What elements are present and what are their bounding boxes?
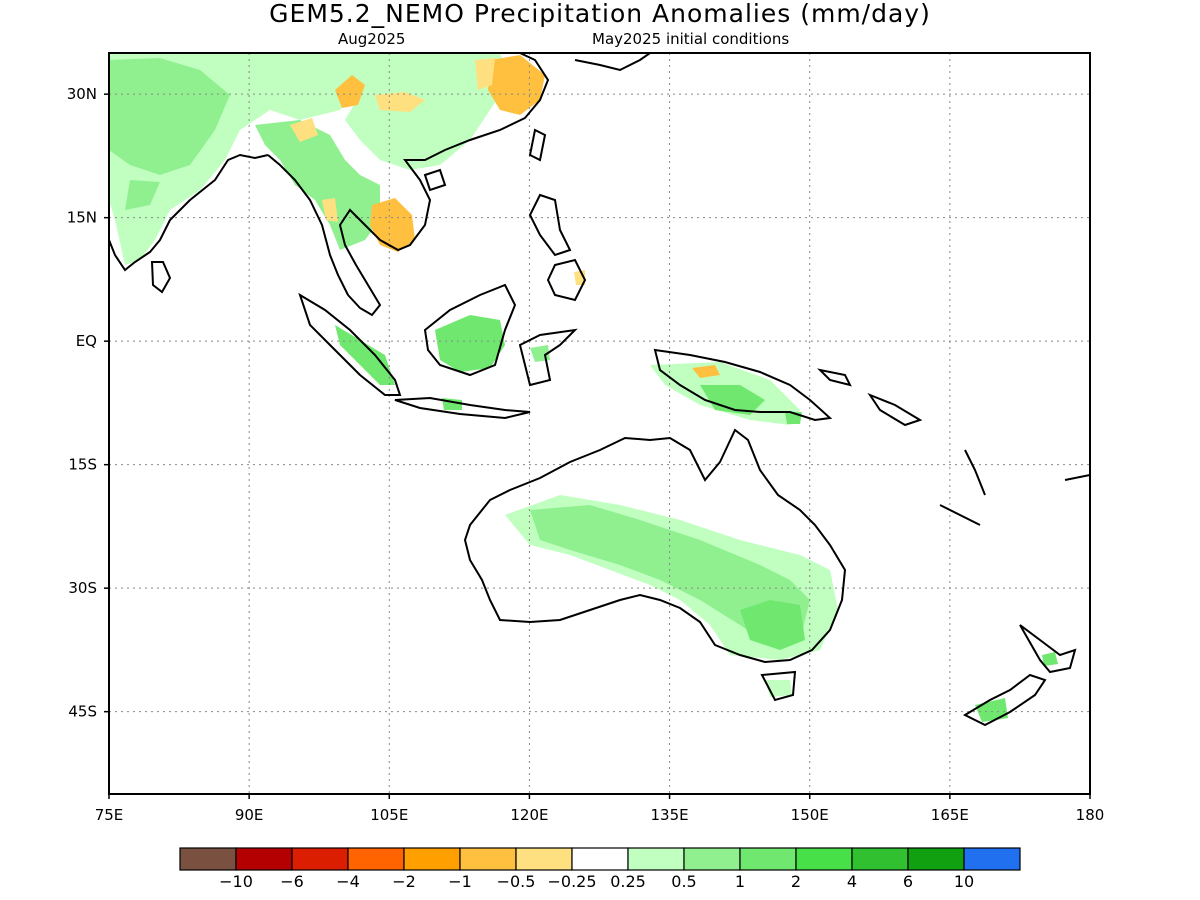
colorbar-label: −6 xyxy=(280,872,304,891)
coast-luzon xyxy=(528,193,572,257)
anomaly-nz-south-green xyxy=(975,698,1008,722)
longitude-labels: 75E 90E 105E 120E 135E 150E 165E 180 xyxy=(95,794,1105,824)
coast-tasmania xyxy=(760,670,797,702)
anomaly-china-yellow xyxy=(475,58,495,90)
anomaly-shading xyxy=(109,53,1058,722)
coast-vanuatu xyxy=(964,449,986,496)
map-title: GEM5.2_NEMO Precipitation Anomalies (mm/… xyxy=(269,0,931,28)
colorbar-label: 2 xyxy=(791,872,801,891)
coast-solomons xyxy=(867,392,923,427)
coast-australia xyxy=(463,428,847,664)
coast-sumatra xyxy=(298,292,402,396)
coast-nz-south xyxy=(962,673,1047,727)
lon-label: 180 xyxy=(1076,806,1105,824)
colorbar-swatch xyxy=(515,847,573,871)
colorbar-label: −2 xyxy=(392,872,416,891)
colorbar-swatch xyxy=(235,847,293,871)
anomaly-tibet-orange xyxy=(335,75,365,108)
anomaly-cambodia-orange xyxy=(370,198,415,252)
lon-label: 150E xyxy=(791,806,829,824)
colorbar-label: 6 xyxy=(903,872,913,891)
lon-label: 120E xyxy=(510,806,548,824)
coast-nz-north xyxy=(1019,624,1077,674)
plot-frame xyxy=(108,52,1091,795)
lat-label: 15N xyxy=(67,209,97,227)
lon-label: 90E xyxy=(235,806,264,824)
colorbar-swatch xyxy=(627,847,685,871)
colorbar-swatch xyxy=(179,847,237,871)
colorbar-label: 4 xyxy=(847,872,857,891)
colorbar-label: −0.5 xyxy=(497,872,536,891)
init-conditions-label: May2025 initial conditions xyxy=(592,30,790,48)
colorbar-swatch xyxy=(795,847,853,871)
coast-taiwan xyxy=(528,128,547,162)
lon-label: 135E xyxy=(651,806,689,824)
coast-new-caledonia xyxy=(939,504,981,526)
anomaly-yunnan-yellow xyxy=(290,118,318,142)
anomaly-newguinea-green xyxy=(700,385,765,415)
gridlines xyxy=(109,53,1090,794)
colorbar-swatch xyxy=(291,847,349,871)
anomaly-india-green-2 xyxy=(125,180,160,210)
colorbar-swatch xyxy=(347,847,405,871)
colorbar-swatch xyxy=(683,847,741,871)
colorbar-swatch xyxy=(403,847,461,871)
anomaly-se-australia-green xyxy=(740,600,805,650)
coast-sri-lanka xyxy=(150,261,172,294)
coast-hainan xyxy=(423,168,447,192)
colorbar-swatch xyxy=(739,847,797,871)
lat-label: 15S xyxy=(68,456,97,474)
colorbar-label: −10 xyxy=(219,872,253,891)
lon-label: 75E xyxy=(95,806,124,824)
anomaly-borneo-green xyxy=(435,315,505,372)
lon-label: 105E xyxy=(370,806,408,824)
colorbar-label: −1 xyxy=(448,872,472,891)
coast-fiji xyxy=(1064,474,1090,481)
coast-mindanao xyxy=(546,258,587,302)
anomaly-indochina-green xyxy=(255,120,380,250)
lat-label: 30S xyxy=(68,579,97,597)
colorbar-label: 0.5 xyxy=(671,872,696,891)
colorbar-swatch xyxy=(571,847,629,871)
colorbar-label: 0.25 xyxy=(610,872,646,891)
coast-sulawesi xyxy=(518,328,578,387)
coast-new-guinea xyxy=(653,348,833,422)
coastlines xyxy=(109,53,1090,727)
colorbar-label: −0.25 xyxy=(547,872,596,891)
coast-borneo xyxy=(423,283,517,377)
colorbar-swatch xyxy=(459,847,517,871)
lon-label: 165E xyxy=(931,806,969,824)
anomaly-china-orange xyxy=(488,55,545,115)
coast-new-britain xyxy=(816,368,852,387)
lat-label: 45S xyxy=(68,703,97,721)
colorbar-swatch xyxy=(851,847,909,871)
anomaly-nz-north-green xyxy=(1042,652,1058,666)
anomaly-india-green xyxy=(109,58,230,175)
coast-india xyxy=(109,153,269,272)
colorbar: −10 −6 −4 −2 −1 −0.5 −0.25 0.25 0.5 1 2 4 6 10 xyxy=(179,847,1021,891)
coast-malay-peninsula xyxy=(338,53,550,317)
colorbar-label: −4 xyxy=(336,872,360,891)
colorbar-swatch xyxy=(907,847,965,871)
coast-myanmar xyxy=(267,154,349,296)
colorbar-label: 10 xyxy=(954,872,974,891)
lat-label: EQ xyxy=(76,332,97,350)
coast-java xyxy=(394,396,531,420)
colorbar-swatch xyxy=(963,847,1021,871)
latitude-labels: 30N 15N EQ 15S 30S 45S xyxy=(67,85,109,721)
valid-month-label: Aug2025 xyxy=(338,30,406,48)
lat-label: 30N xyxy=(67,85,97,103)
colorbar-label: 1 xyxy=(735,872,745,891)
coast-japan xyxy=(574,53,651,72)
anomaly-sichuan-yellow xyxy=(375,92,425,112)
anomaly-thailand-yellow xyxy=(322,198,338,222)
anomaly-sumatra-green xyxy=(335,325,395,385)
anomaly-newguinea-yellow xyxy=(692,365,720,378)
